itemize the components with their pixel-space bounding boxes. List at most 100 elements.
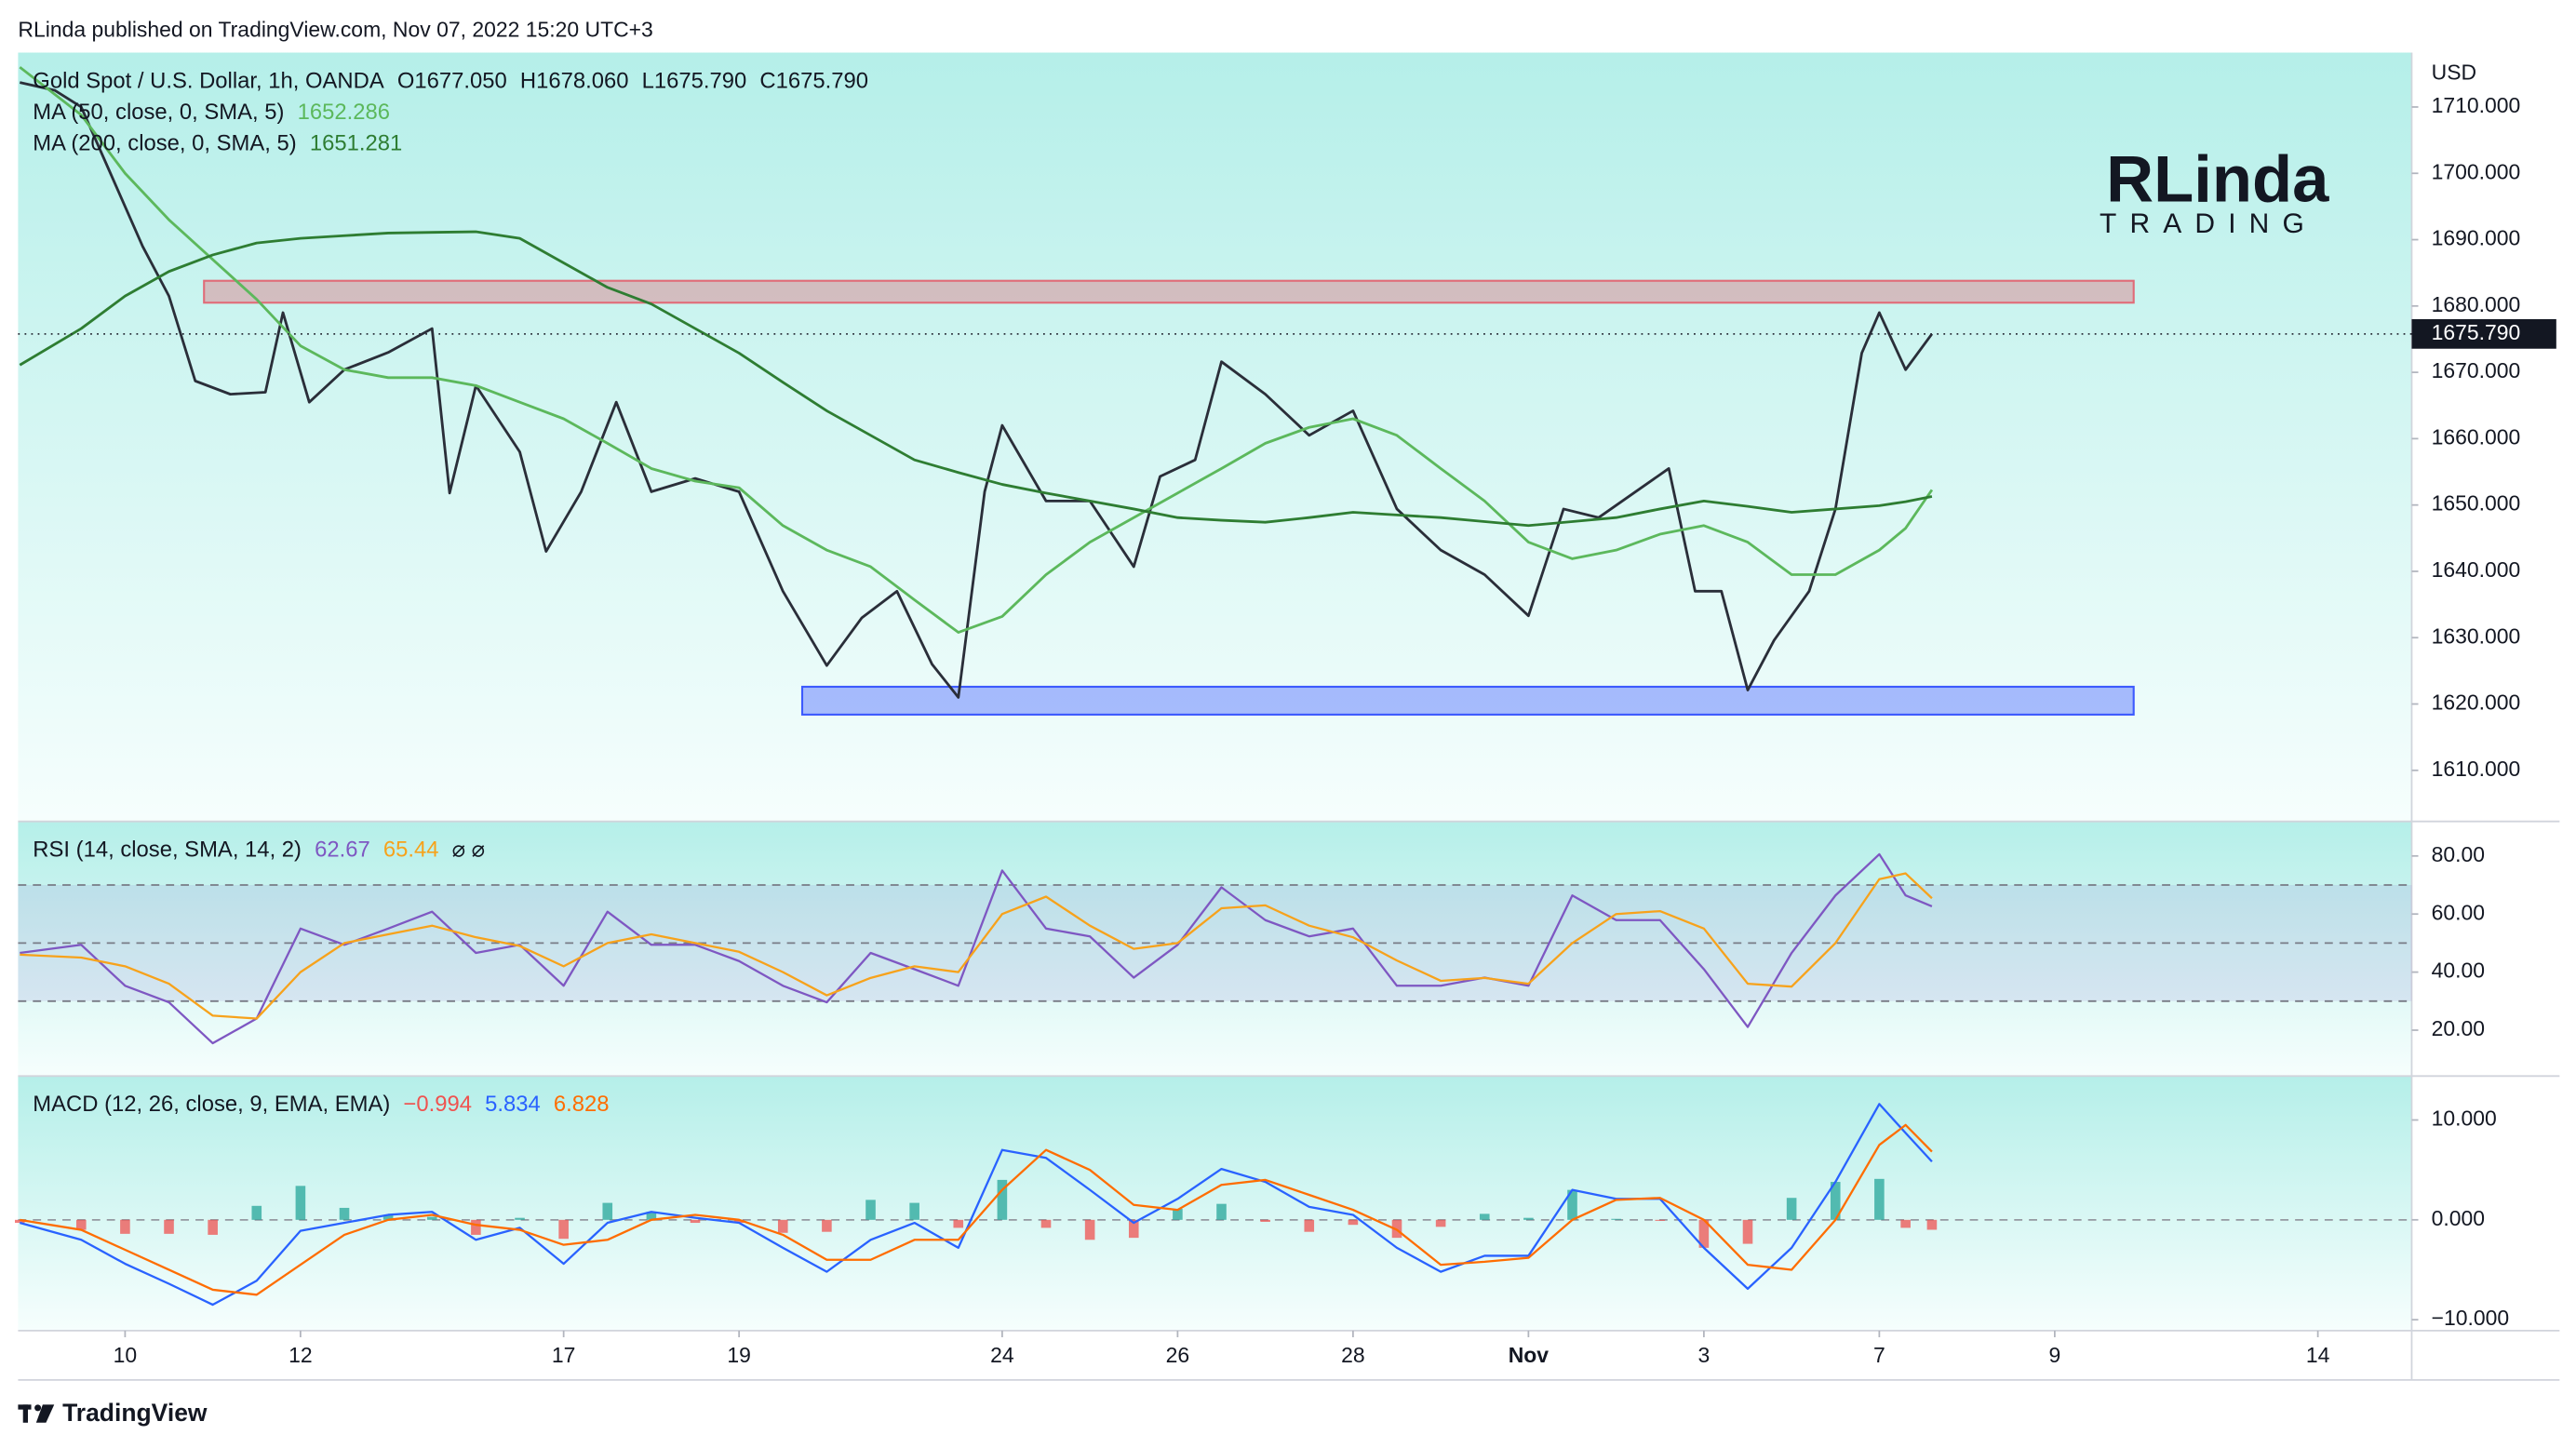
y-tick-label: 1610.000 <box>2432 757 2521 781</box>
y-tick-label: −10.000 <box>2432 1306 2510 1330</box>
histogram-bar <box>865 1200 876 1220</box>
histogram-bar <box>1479 1213 1490 1220</box>
histogram-bar <box>1926 1219 1938 1230</box>
histogram-bar <box>251 1205 262 1220</box>
legend-title: Gold Spot / U.S. Dollar, 1h, OANDA <box>33 69 384 94</box>
zone <box>203 279 2135 304</box>
series-line <box>20 1123 1933 1296</box>
y-tick-label: 1630.000 <box>2432 623 2521 648</box>
y-tick-label: 1650.000 <box>2432 491 2521 516</box>
x-tick-label: 26 <box>1166 1343 1190 1367</box>
pane-0: 1610.000 1620.000 1630.000 1640.000 1650.000… <box>18 60 2556 781</box>
rsi-pane <box>18 821 2412 1077</box>
legend-title: MACD (12, 26, close, 9, EMA, EMA) <box>33 1092 390 1117</box>
histogram-bar <box>382 1214 394 1220</box>
legend: MA (50, close, 0, SMA, 5) 1652.286 <box>33 100 390 125</box>
histogram-bar <box>1874 1178 1885 1220</box>
legend-title: RSI (14, close, SMA, 14, 2) <box>33 838 302 863</box>
last-price-box <box>2411 318 2556 349</box>
histogram-bar <box>1742 1219 1753 1244</box>
pane-2: −10.000 0.000 10.000 10 12 17 19 24 26 28 Nov 3 7 9 14… <box>15 1092 2509 1367</box>
x-tick-label: 28 <box>1341 1343 1365 1367</box>
histogram-bar <box>295 1186 306 1220</box>
footer: TradingView <box>62 1399 208 1427</box>
histogram-bar <box>822 1219 832 1232</box>
y-tick-label: 80.00 <box>2432 842 2485 866</box>
x-tick-label: 19 <box>727 1343 751 1367</box>
legend: Gold Spot / U.S. Dollar, 1h, OANDA O1677.… <box>33 69 868 94</box>
x-tick-label: 14 <box>2306 1343 2330 1367</box>
histogram-bar <box>1128 1219 1139 1239</box>
histogram-bar <box>1786 1198 1797 1220</box>
histogram-bar <box>515 1217 525 1220</box>
legend-ohlc: O1677.050 <box>397 69 507 94</box>
histogram-bar <box>1040 1219 1052 1228</box>
x-tick-label: 3 <box>1697 1343 1710 1367</box>
legend-value: 1652.286 <box>298 100 390 125</box>
x-tick-label: 10 <box>114 1343 138 1367</box>
legend-value: 62.67 <box>315 838 370 863</box>
histogram-bar <box>1523 1217 1534 1220</box>
price-pane <box>18 52 2412 822</box>
histogram-bar <box>997 1179 1008 1220</box>
histogram-bar <box>733 1219 745 1224</box>
histogram-bar <box>471 1219 481 1235</box>
header: RLinda published on TradingView.com, Nov… <box>18 18 652 42</box>
y-tick-label: 1690.000 <box>2432 226 2521 250</box>
x-tick-label: 24 <box>990 1343 1014 1367</box>
legend-suffix: ⌀ ⌀ <box>452 838 485 863</box>
histogram-bar <box>602 1202 613 1220</box>
histogram-bar <box>1348 1219 1359 1226</box>
histogram-bar <box>1173 1209 1183 1220</box>
axis-unit: USD <box>2432 60 2476 85</box>
footer-icon <box>18 1404 55 1423</box>
legend: RSI (14, close, SMA, 14, 2) 62.67 65.44 ⌀ ⌀ <box>33 838 485 863</box>
logo-tagline: TRADING <box>2100 208 2317 239</box>
histogram-bar <box>75 1219 87 1230</box>
histogram-bar <box>558 1219 569 1240</box>
histogram-bar <box>909 1202 919 1220</box>
pane-1: 20.00 40.00 60.00 80.00 RSI (14, close, SMA,… <box>18 838 2485 1045</box>
legend-value: −0.994 <box>403 1092 472 1117</box>
histogram-bar <box>120 1219 130 1234</box>
y-tick-label: 20.00 <box>2432 1016 2485 1040</box>
y-tick-label: 60.00 <box>2432 900 2485 924</box>
histogram-bar <box>690 1219 701 1224</box>
legend-value: 5.834 <box>485 1092 541 1117</box>
series-line <box>19 66 1934 634</box>
histogram-bar <box>164 1219 174 1234</box>
histogram-bar <box>646 1212 657 1220</box>
macd-pane <box>18 1076 2412 1331</box>
y-tick-label: 0.000 <box>2432 1206 2485 1230</box>
x-tick-label: 9 <box>2048 1343 2060 1367</box>
y-tick-label: 1640.000 <box>2432 557 2521 582</box>
histogram-bar <box>1084 1219 1095 1240</box>
y-tick-label: 1670.000 <box>2432 358 2521 382</box>
band-fill <box>18 885 2412 1001</box>
y-tick-label: 40.00 <box>2432 959 2485 983</box>
histogram-bar <box>1304 1219 1315 1232</box>
legend-value: 1651.281 <box>310 131 402 156</box>
y-tick-label: 1680.000 <box>2432 292 2521 316</box>
x-tick-label: 17 <box>552 1343 576 1367</box>
legend-value: 65.44 <box>383 838 439 863</box>
legend: MA (200, close, 0, SMA, 5) 1651.281 <box>33 131 402 156</box>
legend-ohlc: H1678.060 <box>520 69 629 94</box>
legend-name: MA (50, close, 0, SMA, 5) <box>33 100 284 125</box>
last-price-label: 1675.790 <box>2432 320 2521 344</box>
histogram-bar <box>953 1219 964 1228</box>
histogram-bar <box>1567 1189 1577 1220</box>
histogram-bar <box>1260 1219 1270 1222</box>
histogram-bar <box>208 1219 218 1235</box>
y-tick-label: 1700.000 <box>2432 159 2521 183</box>
y-tick-label: 1660.000 <box>2432 424 2521 449</box>
logo-name: RLinda <box>2106 141 2329 215</box>
histogram-bar <box>1698 1219 1710 1248</box>
y-tick-label: 1710.000 <box>2432 93 2521 117</box>
legend-name: MA (200, close, 0, SMA, 5) <box>33 131 296 156</box>
series-line <box>20 872 1933 1020</box>
x-tick-label: 7 <box>1873 1343 1885 1367</box>
histogram-bar <box>1900 1219 1911 1228</box>
